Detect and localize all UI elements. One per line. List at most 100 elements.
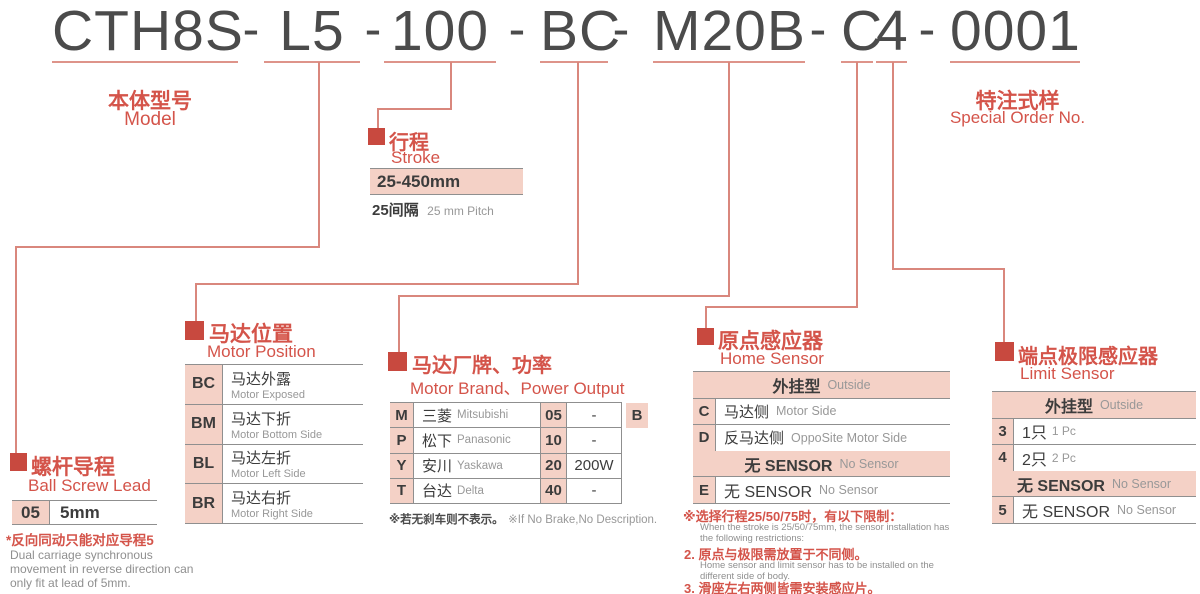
brand-code-cell: M [390, 403, 414, 428]
connector-line [398, 295, 400, 353]
connector-line [398, 295, 730, 297]
model-code-segment-body: CTH8S [52, 0, 244, 63]
section-marker-square [995, 342, 1014, 361]
table-row: 4 2只 2 Pc [992, 444, 1196, 471]
desc-en: No Sensor [819, 483, 879, 498]
motor-brand-title-zh: 马达厂牌、功率 [412, 355, 552, 377]
ball-screw-table: 05 5mm [12, 500, 157, 525]
segment-underline [540, 61, 608, 63]
ball-screw-title-en: Ball Screw Lead [28, 476, 151, 495]
ball-screw-note-en: Dual carriage synchronous [10, 548, 153, 562]
desc-zh: 反马达侧 [724, 430, 785, 448]
group-en: No Sensor [1111, 476, 1172, 491]
connector-line [892, 62, 894, 270]
segment-underline [950, 61, 1080, 63]
model-code-segment-stroke: 100 [390, 0, 490, 63]
model-code-segment-home-sensor: C [841, 0, 884, 63]
connector-line [577, 62, 579, 285]
brand-zh: 台达 [422, 483, 453, 501]
code-cell: 5 [992, 497, 1014, 523]
brand-name-cell: 三菱 Mitsubishi [414, 403, 541, 428]
motor-position-title-zh: 马达位置 [209, 323, 293, 346]
desc-en: OppoSite Motor Side [791, 430, 908, 445]
brake-code-cell: B [626, 403, 648, 428]
special-order-label-zh: 特注式样 [975, 90, 1060, 113]
power-value-cell: - [591, 482, 597, 500]
table-row: BC 马达外露 Motor Exposed [185, 365, 363, 404]
home-note-restriction-zh: ※选择行程25/50/75时，有以下限制： [683, 509, 903, 524]
desc-en: Motor Left Side [231, 468, 306, 481]
stroke-pitch-line: 25间隔 25 mm Pitch [372, 199, 494, 220]
special-order-label-en: Special Order No. [949, 108, 1086, 127]
table-row: 5 无 SENSOR No Sensor [992, 496, 1196, 523]
model-code-segment-motor-position: BC [540, 0, 622, 63]
model-code-segment-limit-sensor: 4 [876, 0, 909, 63]
connector-line [1003, 268, 1005, 344]
group-zh: 无 SENSOR [744, 457, 833, 475]
power-code-cell: 10 [541, 428, 567, 453]
segment-underline [384, 61, 496, 63]
connector-line [856, 62, 858, 308]
connector-line [377, 108, 379, 129]
code-cell: 05 [12, 501, 50, 524]
home-note-2-zh: 2. 原点与极限需放置于不同侧。 [684, 547, 868, 562]
home-sensor-title-en: Home Sensor [720, 349, 824, 368]
model-code-separator: - [612, 1, 630, 57]
description-cell: 反马达侧 OppoSite Motor Side [716, 425, 950, 451]
stroke-title-zh: 行程 [389, 132, 429, 154]
code-cell: 4 [992, 445, 1014, 471]
group-en: Outside [1099, 397, 1144, 412]
code-cell: BM [185, 404, 223, 444]
model-label-zh: 本体型号 [108, 90, 192, 113]
stroke-range-box: 25-450mm [370, 168, 523, 195]
stroke-range-value: 25-450mm [377, 171, 461, 191]
brand-en: Mitsubishi [457, 409, 509, 422]
segment-underline [264, 61, 360, 63]
model-label-en: Model [124, 109, 176, 130]
description-cell: 无 SENSOR No Sensor [1014, 497, 1196, 523]
code-cell: BC [185, 365, 223, 404]
model-code-separator: - [364, 1, 382, 57]
connector-line [15, 246, 320, 248]
connector-line [15, 246, 17, 454]
code-cell: BR [185, 484, 223, 523]
stroke-pitch-en: 25 mm Pitch [427, 204, 494, 218]
note-en: ※If No Brake,No Description. [508, 514, 658, 526]
connector-line [705, 306, 858, 308]
model-code-segment-special: 0001 [950, 0, 1081, 63]
group-zh: 外挂型 [772, 378, 821, 396]
connector-line [195, 283, 579, 285]
brand-code-cell: P [390, 428, 414, 453]
table-group-header: 无 SENSOR No Sensor [693, 450, 950, 477]
description-cell: 马达右折 Motor Right Side [223, 484, 363, 523]
connector-line [892, 268, 1005, 270]
group-en: No Sensor [839, 456, 899, 471]
desc-zh: 1只 [1022, 425, 1047, 443]
note-zh: ※若无刹车则不表示。 [389, 514, 504, 526]
table-row: D 反马达侧 OppoSite Motor Side [693, 424, 950, 451]
desc-zh: 马达右折 [231, 490, 292, 508]
motor-brand-title-en: Motor Brand、Power Output [410, 379, 625, 398]
model-code-separator: - [242, 1, 260, 57]
connector-line [705, 306, 707, 329]
table-row: E 无 SENSOR No Sensor [693, 476, 950, 503]
ball-screw-note-zh: *反向同动只能对应导程5 [6, 533, 154, 548]
home-note-restriction-en: When the stroke is 25/50/75mm, the senso… [700, 522, 950, 533]
desc-zh: 马达外露 [231, 370, 292, 388]
brand-name-cell: 安川 Yaskawa [414, 453, 541, 478]
model-code-separator: - [918, 1, 936, 57]
table-row: BM 马达下折 Motor Bottom Side [185, 403, 363, 444]
brand-en: Delta [457, 484, 484, 497]
home-sensor-title-zh: 原点感应器 [718, 330, 823, 353]
description-cell: 无 SENSOR No Sensor [716, 477, 950, 503]
stroke-title-en: Stroke [391, 148, 441, 167]
brand-zh: 安川 [422, 458, 453, 476]
power-code-cell: 20 [541, 453, 567, 478]
brand-zh: 松下 [422, 432, 453, 450]
section-marker-square [185, 321, 204, 340]
table-row: C 马达侧 Motor Side [693, 397, 950, 425]
desc-en: No Sensor [1117, 503, 1177, 518]
code-cell: D [693, 425, 716, 451]
connector-line [377, 108, 452, 110]
description-cell: 马达侧 Motor Side [716, 399, 950, 425]
